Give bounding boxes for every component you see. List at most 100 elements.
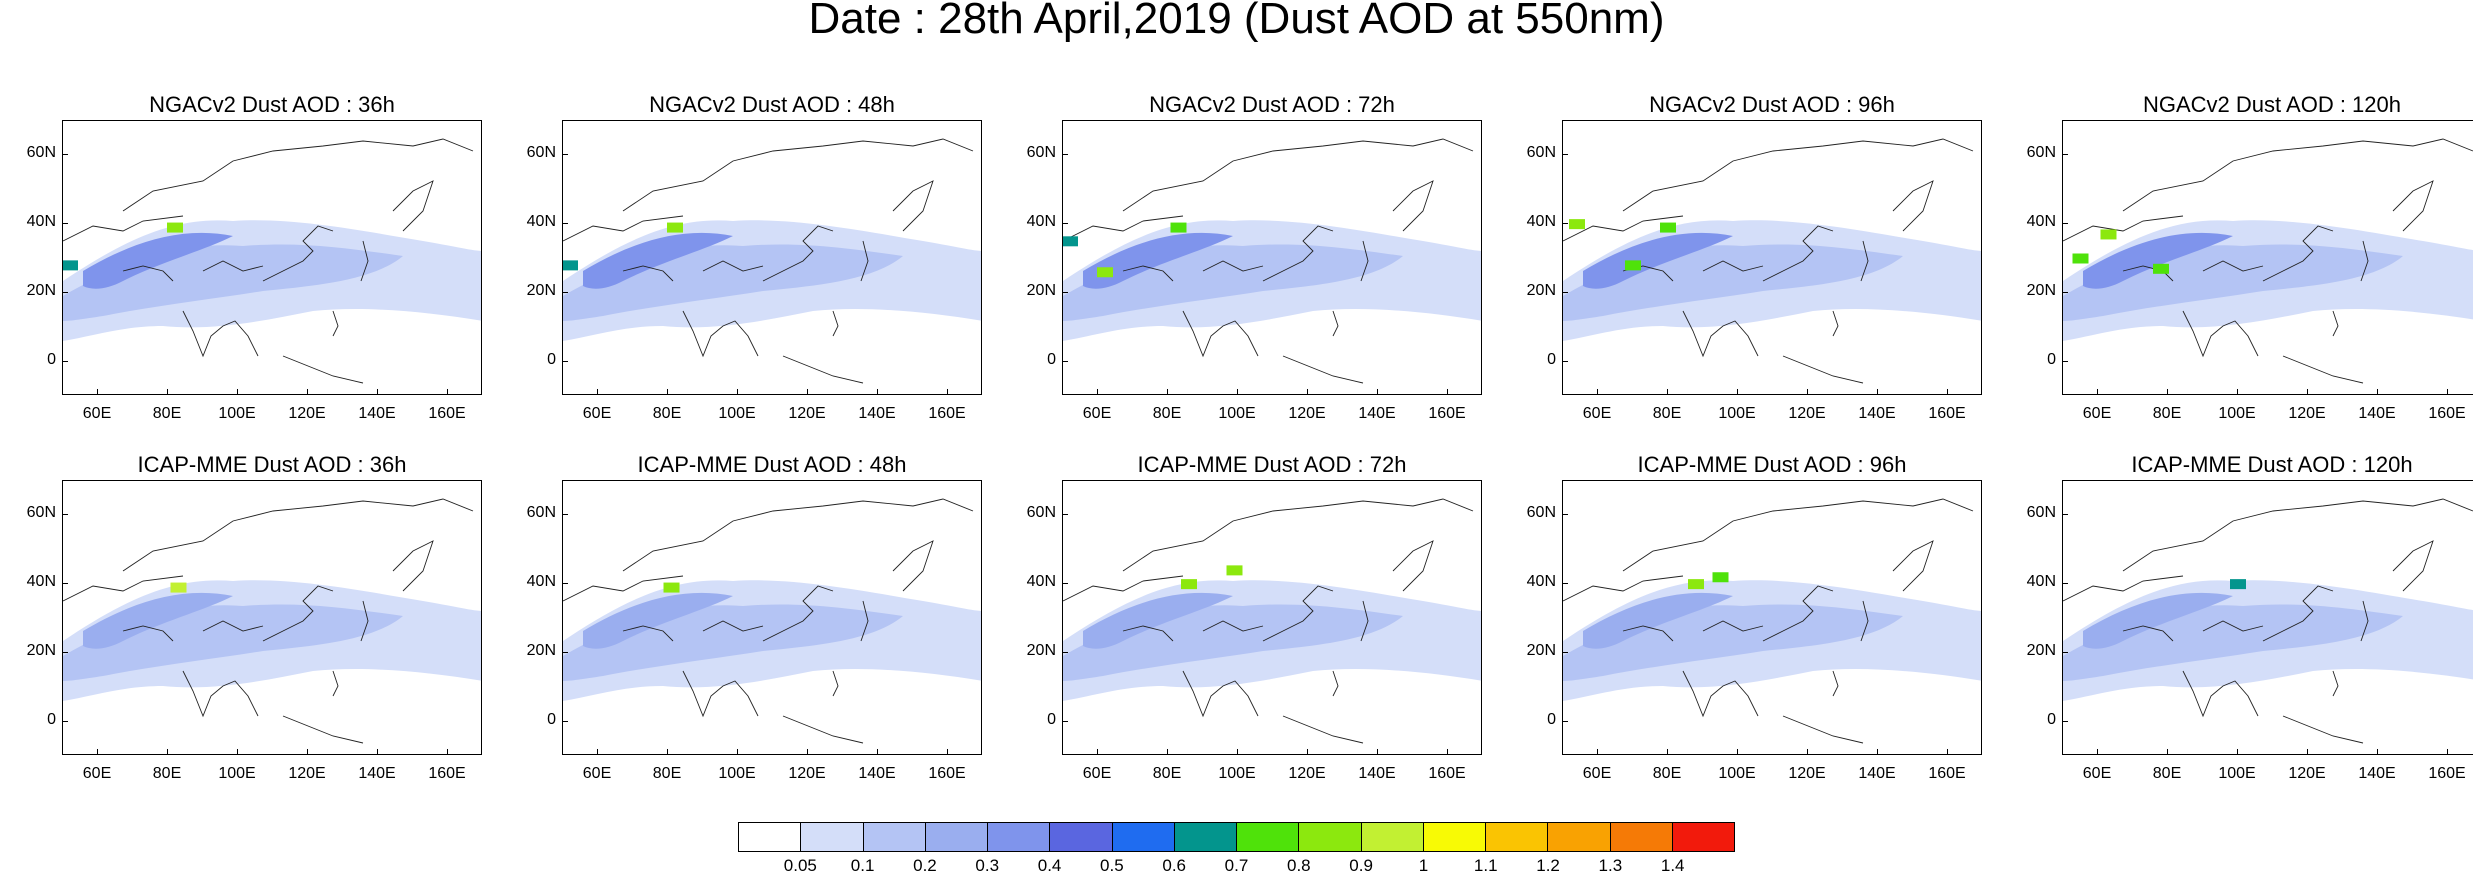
x-tick <box>1167 389 1168 395</box>
x-tick <box>1097 749 1098 755</box>
coastline <box>1202 260 1264 272</box>
x-tick-label: 140E <box>2358 405 2396 422</box>
x-tick <box>1377 389 1378 395</box>
dust-hotspot <box>1226 565 1243 576</box>
y-tick <box>2062 223 2068 225</box>
colorbar-level-label: 1.3 <box>1598 856 1623 875</box>
colorbar-swatch <box>1548 823 1611 851</box>
coastline <box>2332 670 2339 697</box>
panel-title: ICAP-MME Dust AOD : 72h <box>1137 452 1407 477</box>
x-tick <box>97 749 98 755</box>
map-plot-area <box>62 480 482 755</box>
coastline <box>1202 620 1264 632</box>
panel-title: ICAP-MME Dust AOD : 120h <box>2131 452 2413 477</box>
aod-field-high <box>1583 592 1733 649</box>
x-tick-label: 80E <box>1152 765 1182 782</box>
colorbar-level-label: 0.2 <box>913 856 937 875</box>
x-tick <box>97 389 98 395</box>
x-tick-label: 100E <box>718 405 756 422</box>
dust-hotspot <box>1688 579 1704 590</box>
x-tick-label: 160E <box>1428 765 1466 782</box>
y-tick <box>562 154 568 156</box>
x-tick-label: 60E <box>2082 765 2112 782</box>
coastline <box>1063 215 1184 242</box>
x-tick-label: 100E <box>218 405 256 422</box>
coastline <box>122 138 474 212</box>
x-tick <box>1877 749 1878 755</box>
coastline <box>563 575 684 602</box>
y-tick <box>62 223 68 225</box>
coastline <box>2360 240 2369 282</box>
x-tick <box>947 749 948 755</box>
coastline <box>122 498 474 572</box>
x-tick-label: 80E <box>2152 765 2182 782</box>
y-tick-label: 20N <box>1026 641 1056 659</box>
y-tick <box>62 720 68 722</box>
coastline <box>1892 540 1934 592</box>
coastline <box>1282 355 1364 384</box>
colorbar-level-label: 0.8 <box>1286 856 1311 875</box>
coastline <box>682 670 759 718</box>
colorbar-level-label: 0.1 <box>850 856 875 875</box>
coastline <box>1122 265 1174 282</box>
x-tick <box>1597 389 1598 395</box>
x-tick <box>1947 389 1948 395</box>
aod-field-high <box>83 592 233 649</box>
panel-title: ICAP-MME Dust AOD : 48h <box>637 452 907 477</box>
x-tick <box>2377 749 2378 755</box>
aod-map <box>2063 498 2473 744</box>
x-tick-label: 140E <box>858 765 896 782</box>
x-tick-label: 160E <box>1928 405 1966 422</box>
map-plot-area <box>1062 480 1482 755</box>
y-tick-label: 20N <box>1026 281 1056 299</box>
x-tick-label: 60E <box>82 405 112 422</box>
coastline <box>2182 670 2259 718</box>
y-tick <box>1562 360 1568 362</box>
x-tick <box>1807 389 1808 395</box>
colorbar-level-label: 1.1 <box>1473 856 1498 875</box>
x-tick <box>447 389 448 395</box>
coastline <box>1122 138 1474 212</box>
x-tick <box>307 389 308 395</box>
y-tick <box>1062 720 1068 722</box>
x-tick-label: 140E <box>1858 405 1896 422</box>
x-tick <box>1667 749 1668 755</box>
dust-hotspot <box>1712 572 1729 583</box>
coastline <box>1702 260 1764 272</box>
x-tick <box>2237 749 2238 755</box>
x-tick-label: 160E <box>928 765 966 782</box>
x-tick <box>1237 389 1238 395</box>
x-tick-label: 60E <box>582 765 612 782</box>
y-tick-label: 40N <box>2026 573 2056 591</box>
coastline <box>622 625 674 642</box>
coastline <box>2122 625 2174 642</box>
y-tick <box>1062 223 1068 225</box>
y-tick <box>562 360 568 362</box>
x-tick-label: 120E <box>1788 765 1826 782</box>
x-tick-label: 160E <box>428 405 466 422</box>
colorbar-level-label: 0.5 <box>1100 856 1124 875</box>
x-tick <box>1097 389 1098 395</box>
x-tick <box>307 749 308 755</box>
aod-field-high <box>583 592 733 649</box>
map-panel: ICAP-MME Dust AOD : 36h 60N 40N 20N 0 60E 80E 1… <box>14 450 484 820</box>
coastline <box>2182 310 2259 358</box>
coastline <box>1782 715 1864 744</box>
x-tick-label: 60E <box>2082 405 2112 422</box>
dust-hotspot <box>663 582 680 593</box>
colorbar-swatch <box>1423 823 1486 851</box>
colorbar-swatch <box>1112 823 1175 851</box>
colorbar-level-label: 0.05 <box>783 856 817 875</box>
x-tick-label: 80E <box>652 765 682 782</box>
x-tick-label: 120E <box>2288 405 2326 422</box>
y-tick-label: 60N <box>1026 504 1056 522</box>
dust-hotspot <box>2100 229 2117 240</box>
colorbar-swatch <box>1610 823 1673 851</box>
map-panel: ICAP-MME Dust AOD : 96h 60N 40N 20N 0 60E 80E 1… <box>1514 450 1984 820</box>
aod-map <box>2063 138 2473 384</box>
dust-hotspot <box>1097 267 1113 278</box>
colorbar-swatch <box>1361 823 1424 851</box>
coastline <box>1622 625 1674 642</box>
x-tick-label: 80E <box>652 405 682 422</box>
aod-map <box>1063 498 1481 744</box>
